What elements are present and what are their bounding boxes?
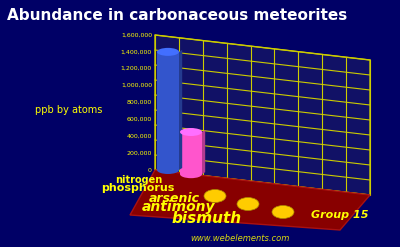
Bar xyxy=(157,52,179,170)
Text: Abundance in carbonaceous meteorites: Abundance in carbonaceous meteorites xyxy=(7,8,347,23)
Ellipse shape xyxy=(180,128,202,136)
Text: 800,000: 800,000 xyxy=(127,100,152,105)
Polygon shape xyxy=(202,130,205,174)
Text: www.webelements.com: www.webelements.com xyxy=(190,233,290,243)
Text: ppb by atoms: ppb by atoms xyxy=(35,105,102,115)
Text: 0: 0 xyxy=(148,167,152,172)
Text: 400,000: 400,000 xyxy=(127,134,152,139)
Text: 1,200,000: 1,200,000 xyxy=(121,66,152,71)
Polygon shape xyxy=(155,35,370,195)
Text: Group 15: Group 15 xyxy=(311,210,369,220)
Ellipse shape xyxy=(157,48,179,56)
Text: bismuth: bismuth xyxy=(172,210,242,226)
Ellipse shape xyxy=(157,166,179,174)
Polygon shape xyxy=(179,50,182,170)
Ellipse shape xyxy=(204,189,226,203)
Polygon shape xyxy=(130,170,370,230)
Ellipse shape xyxy=(180,170,202,178)
Text: nitrogen: nitrogen xyxy=(115,175,162,185)
Text: 1,000,000: 1,000,000 xyxy=(121,83,152,88)
Ellipse shape xyxy=(237,198,259,210)
Bar xyxy=(180,132,202,174)
Ellipse shape xyxy=(272,206,294,219)
Text: arsenic: arsenic xyxy=(149,191,200,205)
Text: 600,000: 600,000 xyxy=(127,117,152,122)
Text: antimony: antimony xyxy=(142,200,215,214)
Text: 200,000: 200,000 xyxy=(127,151,152,156)
Text: phosphorus: phosphorus xyxy=(102,183,175,193)
Text: 1,400,000: 1,400,000 xyxy=(121,49,152,54)
Text: 1,600,000: 1,600,000 xyxy=(121,33,152,38)
